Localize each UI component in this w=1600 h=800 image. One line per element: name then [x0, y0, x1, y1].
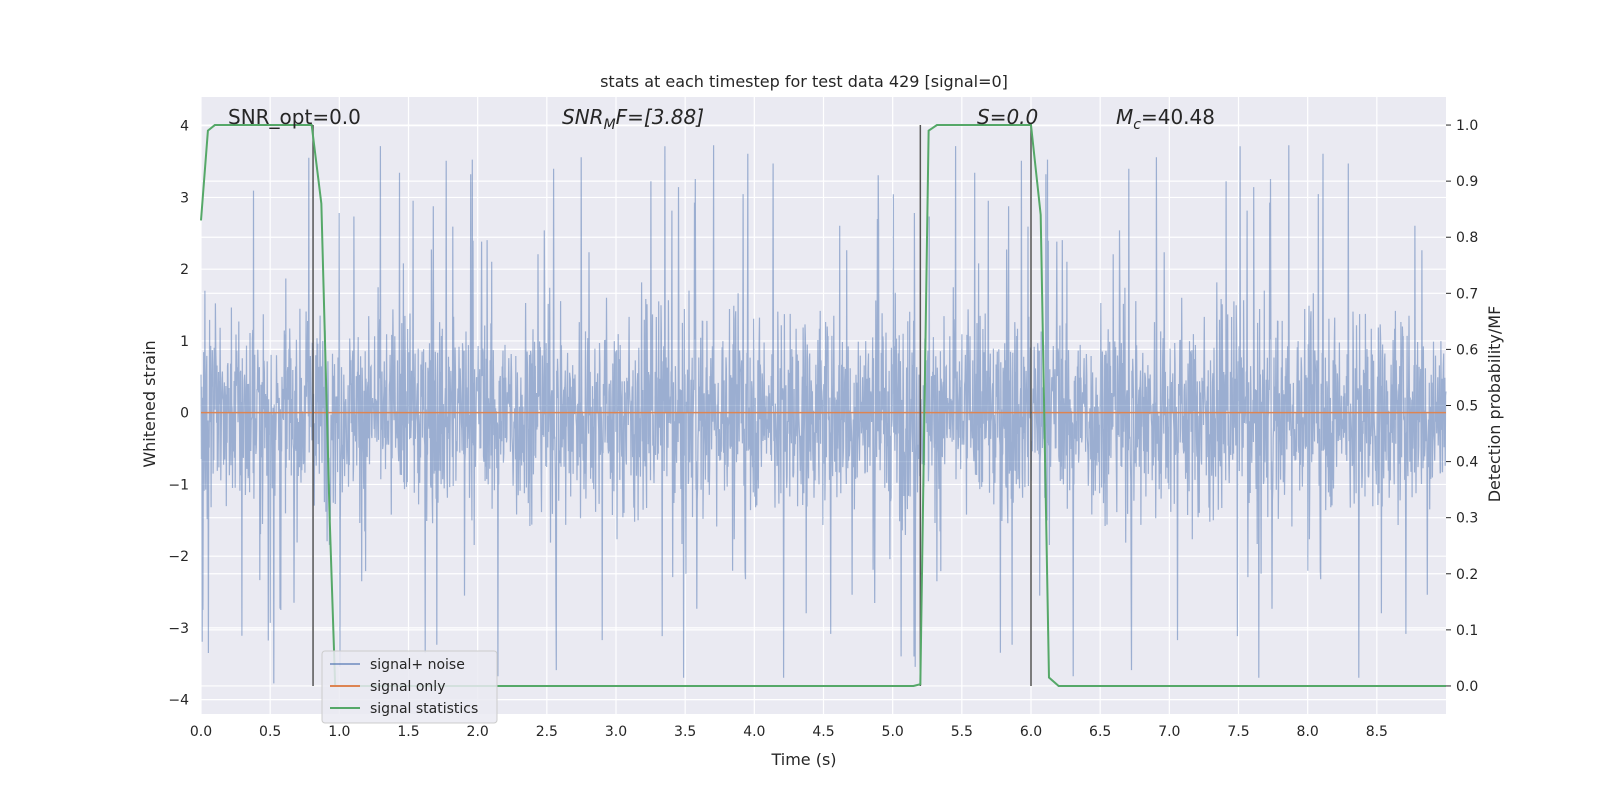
annotation-snr-opt: SNR_opt=0.0 — [228, 105, 361, 129]
left-y-tick-label: 1 — [180, 334, 189, 350]
right-y-tick-label: 0.0 — [1456, 679, 1478, 695]
x-axis-label: Time (s) — [770, 750, 836, 769]
left-y-tick-label: −3 — [168, 621, 189, 637]
right-y-tick-label: 1.0 — [1456, 118, 1478, 134]
legend-label-noise: signal+ noise — [370, 657, 465, 673]
left-y-tick-label: 4 — [180, 119, 189, 135]
x-tick-label: 1.0 — [328, 724, 350, 740]
x-axis-ticks: 0.0 0.5 1.0 1.5 2.0 2.5 3.0 3.5 4.0 4.5 5.0 5.5 6.0 6… — [190, 724, 1388, 740]
legend-label-statistics: signal statistics — [370, 701, 478, 717]
right-y-tick-label: 0.1 — [1456, 623, 1478, 639]
left-y-tick-label: 0 — [180, 406, 189, 422]
x-tick-label: 0.5 — [259, 724, 281, 740]
right-y-tick-label: 0.3 — [1456, 511, 1478, 527]
x-tick-label: 6.0 — [1020, 724, 1042, 740]
annotation-s: S=0.0 — [977, 105, 1038, 129]
right-y-tick-label: 0.7 — [1456, 286, 1478, 302]
x-tick-label: 1.5 — [397, 724, 419, 740]
chart-title: stats at each timestep for test data 429… — [600, 72, 1008, 91]
right-y-tick-label: 0.6 — [1456, 342, 1478, 358]
noise-series — [200, 145, 1447, 684]
left-y-tick-label: 2 — [180, 262, 189, 278]
signal-statistics-series — [200, 124, 1446, 687]
x-tick-label: 7.0 — [1158, 724, 1180, 740]
noise-line — [200, 145, 1447, 684]
left-y-axis-ticks: −4 −3 −2 −1 0 1 2 3 4 — [168, 119, 189, 709]
right-y-axis-ticks: 0.0 0.1 0.2 0.3 0.4 0.5 0.6 0.7 0.8 0.9 1.0 — [1446, 118, 1478, 695]
x-tick-label: 3.5 — [674, 724, 696, 740]
x-tick-label: 4.5 — [812, 724, 834, 740]
legend: signal+ noise signal only signal statist… — [321, 650, 498, 724]
right-y-tick-label: 0.8 — [1456, 230, 1478, 246]
x-tick-label: 0.0 — [190, 724, 212, 740]
x-tick-label: 2.0 — [467, 724, 489, 740]
right-y-tick-label: 0.5 — [1456, 399, 1478, 415]
x-tick-label: 6.5 — [1089, 724, 1111, 740]
x-tick-label: 4.0 — [743, 724, 765, 740]
legend-box — [321, 650, 498, 724]
left-y-tick-label: −1 — [168, 477, 189, 493]
left-y-tick-label: 3 — [180, 190, 189, 206]
x-tick-label: 2.5 — [536, 724, 558, 740]
x-tick-label: 8.0 — [1297, 724, 1319, 740]
x-tick-label: 7.5 — [1227, 724, 1249, 740]
right-y-tick-label: 0.9 — [1456, 174, 1478, 190]
right-y-axis-label: Detection probability/MF — [1485, 306, 1504, 503]
left-y-tick-label: −4 — [168, 693, 189, 709]
x-tick-label: 5.5 — [951, 724, 973, 740]
right-y-tick-label: 0.2 — [1456, 567, 1478, 583]
x-tick-label: 8.5 — [1366, 724, 1388, 740]
x-tick-label: 5.0 — [882, 724, 904, 740]
statistics-line — [200, 124, 1446, 687]
left-y-axis-label: Whitened strain — [140, 340, 159, 467]
annotation-snr-mf: SNRMF=[3.88] — [562, 105, 704, 133]
vertical-markers — [312, 125, 1032, 686]
legend-label-signal-only: signal only — [370, 679, 445, 695]
x-tick-label: 3.0 — [605, 724, 627, 740]
left-y-tick-label: −2 — [168, 549, 189, 565]
annotation-mc: Mc=40.48 — [1116, 105, 1215, 133]
right-y-tick-label: 0.4 — [1456, 455, 1478, 471]
